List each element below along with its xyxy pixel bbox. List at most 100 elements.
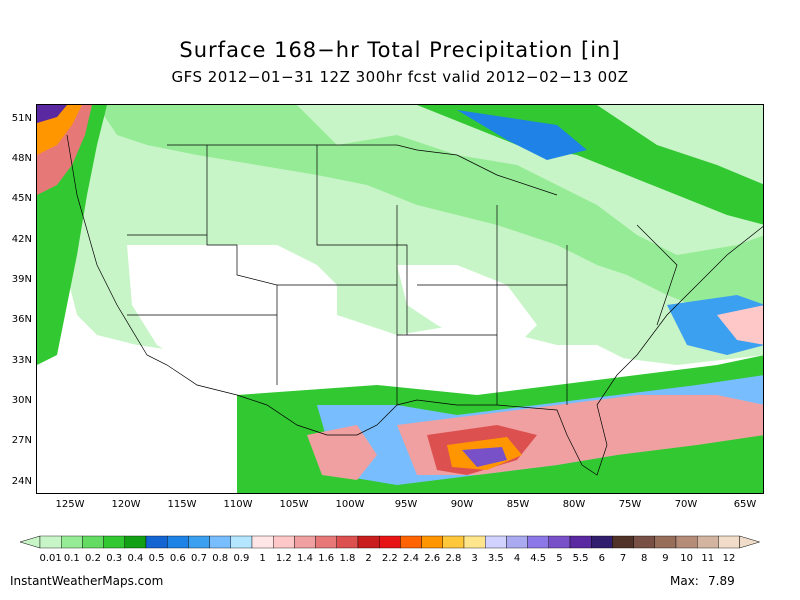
colorbar-tick-label: 3 <box>471 553 478 564</box>
colorbar-swatch <box>357 535 380 549</box>
colorbar-swatch <box>379 535 401 549</box>
lat-label: 48N <box>11 153 32 164</box>
lon-label: 75W <box>618 499 642 510</box>
max-label: Max: <box>670 574 699 588</box>
colorbar-arrow-right <box>739 535 761 549</box>
colorbar-tick-label: 2.8 <box>445 553 462 564</box>
lat-label: 42N <box>11 234 32 245</box>
colorbar-tick-label: 0.1 <box>63 553 80 564</box>
colorbar-tick-label: 2.6 <box>424 553 441 564</box>
colorbar-swatch <box>294 535 316 549</box>
precipitation-map <box>36 104 764 494</box>
colorbar-swatch <box>61 535 83 549</box>
lat-label: 33N <box>11 355 32 366</box>
colorbar-tick-label: 4 <box>513 553 521 564</box>
colorbar-swatch <box>336 535 359 549</box>
lat-label: 51N <box>11 113 32 124</box>
colorbar-swatch <box>675 535 698 549</box>
colorbar-tick-label: 1 <box>259 553 266 564</box>
colorbar-swatch <box>188 535 210 549</box>
lon-label: 85W <box>506 499 530 510</box>
west-coast-purple <box>37 105 67 123</box>
colorbar-tick-label: 10 <box>680 553 693 564</box>
colorbar-swatch <box>230 535 253 549</box>
colorbar-swatch <box>697 535 719 549</box>
colorbar-swatch <box>654 535 677 549</box>
colorbar-swatch <box>442 535 465 549</box>
colorbar-swatch <box>633 535 655 549</box>
colorbar-swatch <box>527 535 550 549</box>
lat-label: 36N <box>11 314 32 325</box>
lon-label: 105W <box>279 499 309 510</box>
colorbar-tick-label: 0.6 <box>169 553 186 564</box>
lon-label: 65W <box>733 499 757 510</box>
colorbar-swatch <box>569 535 592 549</box>
lon-label: 70W <box>674 499 698 510</box>
colorbar-swatch <box>506 535 528 549</box>
colorbar-tick-label: 5.5 <box>572 553 589 564</box>
lon-label: 80W <box>562 499 586 510</box>
colorbar-swatch <box>272 535 295 549</box>
colorbar-swatch <box>315 535 338 549</box>
colorbar-swatch <box>591 535 613 549</box>
lat-label: 45N <box>11 193 32 204</box>
colorbar-tick-label: 1.6 <box>318 553 335 564</box>
colorbar-tick-label: 0.8 <box>212 553 229 564</box>
colorbar-tick-label: 2.4 <box>403 553 419 564</box>
lon-label: 120W <box>111 499 141 510</box>
lon-label: 125W <box>55 499 85 510</box>
max-value: 7.89 <box>708 574 735 588</box>
colorbar-tick-label: 3.5 <box>487 553 504 564</box>
dry-west <box>127 245 507 395</box>
lat-label: 24N <box>11 476 32 487</box>
gulf-purple <box>462 447 507 467</box>
colorbar-swatch <box>548 535 571 549</box>
colorbar-tick-label: 9 <box>662 553 669 564</box>
colorbar-swatch <box>209 535 232 549</box>
colorbar-tick-label: 7 <box>619 553 627 564</box>
lon-label: 90W <box>450 499 474 510</box>
colorbar-tick-label: 2 <box>365 553 372 564</box>
colorbar-tick-label: 4.5 <box>530 553 547 564</box>
colorbar-swatch <box>421 535 444 549</box>
colorbar-swatch <box>145 535 168 549</box>
colorbar-swatch <box>39 535 62 549</box>
colorbar-tick-label: 1.2 <box>275 553 292 564</box>
colorbar-swatch <box>82 535 104 549</box>
colorbar-tick-label: 1.8 <box>339 553 356 564</box>
site-credit: InstantWeatherMaps.com <box>10 574 164 588</box>
colorbar-tick-label: 0.4 <box>127 553 144 564</box>
atlantic-pink <box>717 305 763 345</box>
precip-colorbar <box>20 535 761 549</box>
colorbar-tick-label: 11 <box>701 553 715 564</box>
colorbar-swatch <box>124 535 147 549</box>
lat-label: 27N <box>11 435 32 446</box>
colorbar-swatch <box>103 535 125 549</box>
colorbar-tick-label: 0.7 <box>191 553 207 564</box>
precip-light-2 <box>97 105 763 315</box>
lon-label: 115W <box>167 499 197 510</box>
colorbar-swatch <box>612 535 634 549</box>
colorbar-swatch <box>485 535 507 549</box>
lon-label: 95W <box>394 499 418 510</box>
colorbar-tick-label: 6 <box>598 553 605 564</box>
colorbar-tick-label: 0.2 <box>85 553 101 564</box>
lat-label: 39N <box>11 274 32 285</box>
colorbar-swatch <box>166 535 189 549</box>
colorbar-swatch <box>251 535 274 549</box>
borders <box>66 134 763 476</box>
colorbar-tick-label: 5 <box>556 553 563 564</box>
colorbar-tick-label: 0.01 <box>39 553 62 564</box>
colorbar-swatch <box>400 535 422 549</box>
colorbar-tick-label: 1.4 <box>297 553 313 564</box>
lon-label: 110W <box>223 499 253 510</box>
colorbar-arrow-left <box>20 535 41 549</box>
map-subtitle: GFS 2012−01−31 12Z 300hr fcst valid 2012… <box>171 68 629 86</box>
texas-pink <box>307 425 377 480</box>
map-title: Surface 168−hr Total Precipitation [in] <box>179 38 621 62</box>
lat-label: 30N <box>11 395 32 406</box>
colorbar-tick-label: 0.5 <box>148 553 165 564</box>
colorbar-tick-label: 12 <box>722 553 736 564</box>
northeast-blue <box>457 110 587 160</box>
colorbar-tick-label: 2.2 <box>381 553 398 564</box>
